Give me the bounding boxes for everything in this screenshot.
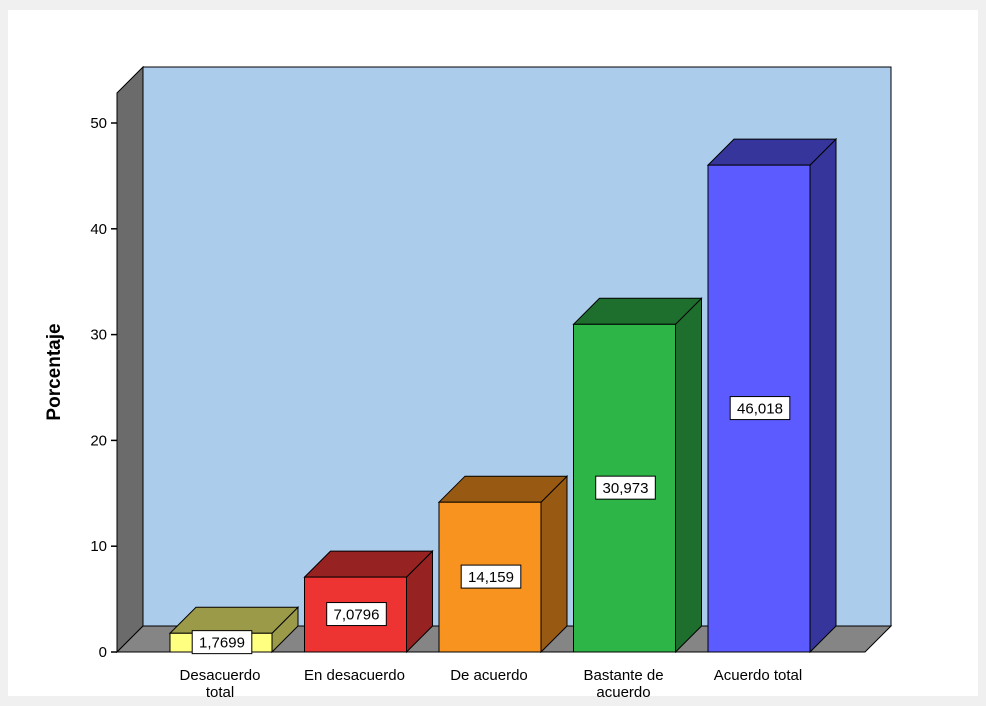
x-tick-label: De acuerdo [450,667,528,684]
y-tick-label: 10 [90,538,107,555]
x-tick-label: Acuerdo total [714,667,802,684]
x-tick-label: En desacuerdo [304,667,405,684]
y-tick-label: 20 [90,432,107,449]
y-tick-label: 40 [90,221,107,238]
x-tick-label: Bastante de [583,667,663,684]
y-tick-label: 50 [90,115,107,132]
data-label: 30,973 [603,480,649,497]
data-label-box [729,396,791,421]
data-label-box [326,602,387,627]
data-label-box [460,564,522,589]
data-label: 1,7699 [199,635,245,652]
data-label-box [595,475,656,500]
x-tick-label: acuerdo [596,684,650,701]
data-label: 14,159 [468,569,514,586]
x-tick-label: total [206,684,234,701]
data-label: 46,018 [737,401,783,418]
chart-frame: 0 10 20 30 40 50 Porcentaje 1,7699 Desacuerdo tot… [8,10,978,701]
bar-side [809,137,837,654]
y-tick-label: 30 [90,327,107,344]
y-axis-label: Porcentaje [44,323,65,420]
data-label: 7,0796 [334,607,380,624]
data-label-box [191,630,253,655]
side-wall [116,65,144,654]
bar-side [540,474,568,654]
y-tick-label: 0 [99,644,107,661]
bar-side [675,297,702,654]
x-tick-label: Desacuerdo [180,667,261,684]
